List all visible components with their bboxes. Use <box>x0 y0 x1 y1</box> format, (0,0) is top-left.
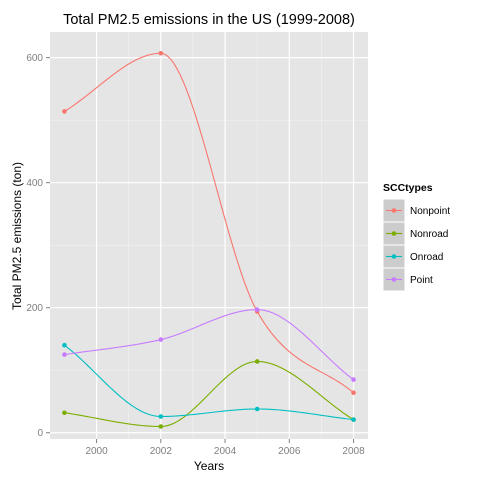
data-point-nonroad <box>62 410 67 416</box>
series-line-nonpoint <box>64 52 354 394</box>
data-point-onroad <box>351 417 356 422</box>
legend-label-nonroad: Nonroad <box>410 229 448 240</box>
legend-key-point-nonpoint <box>391 208 397 213</box>
legend-label-onroad: Onroad <box>410 252 443 263</box>
x-tick-label: 2002 <box>150 446 173 457</box>
y-tick-label: 0 <box>37 428 43 439</box>
legend-label-nonpoint: Nonpoint <box>410 206 450 217</box>
x-tick-label: 2008 <box>342 446 365 457</box>
axes: 2000 2002 2004 2006 2008 0 200 400 600 <box>26 53 365 457</box>
legend-key-point-onroad <box>391 254 397 259</box>
chart-title: Total PM2.5 emissions in the US (1999-20… <box>63 12 355 28</box>
data-point-point <box>351 377 356 382</box>
series-line-point <box>64 309 354 381</box>
data-point-nonroad <box>254 359 260 364</box>
grid-lines <box>50 32 368 439</box>
legend-label-point: Point <box>410 275 433 286</box>
x-tick-label: 2000 <box>85 446 108 457</box>
legend-key-box <box>382 267 406 292</box>
data-point-nonroad <box>158 424 164 429</box>
data-point-nonpoint <box>62 109 67 114</box>
y-tick-label: 200 <box>26 303 43 314</box>
y-axis-label: Total PM2.5 emissions (ton) <box>10 162 24 310</box>
plot-panel <box>50 32 368 439</box>
series-line-onroad <box>64 344 354 421</box>
legend-key-point-point <box>391 277 397 282</box>
legend-key-point-nonroad <box>391 231 397 236</box>
data-point-nonpoint <box>351 390 356 396</box>
data-point-nonpoint <box>158 50 164 56</box>
y-tick-label: 600 <box>26 53 43 64</box>
x-tick-label: 2004 <box>214 446 237 457</box>
x-axis-label: Years <box>194 459 224 473</box>
series-line-nonroad <box>64 360 354 428</box>
data-point-point <box>62 352 67 357</box>
y-tick-label: 400 <box>26 178 43 189</box>
data-point-onroad <box>158 414 164 419</box>
legend-title: SCCtypes <box>383 182 433 194</box>
data-point-onroad <box>62 342 67 348</box>
x-tick-label: 2006 <box>278 446 301 457</box>
series-layer <box>62 50 356 429</box>
data-point-onroad <box>254 406 260 412</box>
data-point-point <box>254 307 260 312</box>
legend: SCCtypes Nonpoint Nonroad Onroad Point <box>382 182 450 292</box>
data-point-point <box>158 337 164 342</box>
